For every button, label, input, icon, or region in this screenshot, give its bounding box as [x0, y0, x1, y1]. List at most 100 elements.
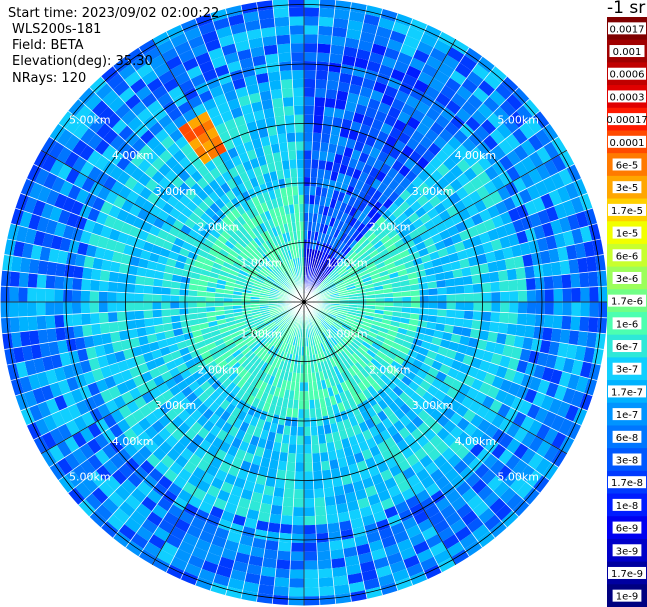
- ppi-cell: [276, 34, 291, 45]
- ppi-cell: [332, 218, 341, 229]
- ppi-cell: [319, 342, 326, 352]
- colorbar-tick-label: 1.7e-7: [611, 387, 643, 398]
- ppi-cell: [571, 359, 584, 376]
- ppi-cell: [338, 309, 348, 314]
- ppi-cell: [331, 35, 346, 47]
- ppi-cell: [356, 132, 368, 144]
- ppi-cell: [496, 259, 507, 272]
- ppi-cell: [483, 514, 502, 531]
- ppi-cell: [410, 307, 420, 315]
- ppi-cell: [143, 302, 153, 311]
- ppi-cell: [487, 331, 498, 343]
- ppi-cell: [399, 43, 417, 58]
- ppi-cell: [367, 265, 378, 273]
- ppi-cell: [264, 540, 279, 551]
- ppi-cell: [352, 112, 365, 124]
- ppi-cell: [371, 381, 382, 393]
- ppi-cell: [437, 247, 449, 258]
- ppi-cell: [497, 269, 509, 282]
- ppi-cell: [332, 260, 340, 269]
- colorbar-unit-label: -1 sr: [607, 0, 646, 18]
- ppi-cell: [323, 424, 332, 435]
- ppi-cell: [474, 391, 487, 405]
- ppi-cell: [318, 311, 327, 318]
- ppi-cell: [319, 289, 329, 295]
- ppi-cell: [99, 322, 111, 335]
- ppi-cell: [152, 302, 162, 310]
- ppi-cell: [433, 70, 450, 85]
- ppi-cell: [495, 365, 508, 379]
- ppi-cell: [328, 338, 336, 347]
- ppi-cell: [315, 281, 322, 289]
- ppi-cell: [273, 106, 285, 117]
- ppi-cell: [335, 240, 343, 250]
- ppi-cell: [338, 268, 348, 276]
- ppi-cell: [319, 252, 326, 262]
- ppi-cell: [483, 73, 502, 90]
- ppi-cell: [125, 302, 135, 312]
- ppi-cell: [486, 204, 500, 219]
- ppi-cell: [316, 260, 323, 270]
- ppi-cell: [483, 218, 496, 232]
- ppi-cell: [387, 412, 400, 425]
- ppi-cell: [517, 278, 527, 291]
- ppi-cell: [557, 342, 569, 358]
- range-ring-label: 3.00km: [155, 399, 197, 412]
- ppi-cell: [324, 97, 337, 109]
- ppi-cell: [489, 66, 508, 84]
- ppi-cell: [398, 391, 411, 403]
- ppi-cell: [543, 275, 554, 290]
- ppi-cell: [429, 121, 445, 136]
- ppi-cell: [312, 123, 323, 134]
- ppi-cell: [0, 270, 12, 287]
- ppi-cell: [464, 302, 474, 311]
- ppi-cell: [393, 119, 407, 132]
- ppi-cell: [456, 85, 473, 101]
- ppi-cell: [345, 357, 355, 367]
- ppi-cell: [328, 257, 336, 266]
- ppi-cell: [405, 495, 421, 509]
- ppi-cell: [482, 350, 494, 363]
- ppi-cell: [562, 357, 575, 374]
- ppi-cell: [520, 447, 537, 465]
- ppi-cell: [464, 540, 483, 557]
- ppi-cell: [318, 568, 333, 579]
- ppi-cell: [462, 408, 477, 423]
- colorbar-tick-label: 0.0003: [610, 92, 645, 103]
- ppi-cell: [313, 204, 320, 214]
- ppi-cell: [99, 312, 109, 324]
- ppi-cell: [401, 103, 416, 117]
- ppi-cell: [483, 180, 498, 195]
- ppi-cell: [489, 271, 500, 283]
- ppi-cell: [340, 212, 349, 223]
- ppi-cell: [449, 518, 467, 535]
- ppi-cell: [382, 186, 394, 198]
- ppi-cell: [480, 320, 491, 332]
- ppi-cell: [378, 346, 390, 356]
- ppi-cell: [437, 526, 455, 542]
- ppi-cell: [428, 77, 445, 93]
- ppi-cell: [324, 254, 331, 264]
- ppi-cell: [455, 481, 472, 497]
- ppi-cell: [348, 508, 362, 521]
- ppi-cell: [354, 245, 364, 255]
- ppi-cell: [357, 346, 367, 356]
- ppi-cell: [126, 274, 137, 285]
- ppi-cell: [334, 99, 347, 110]
- ppi-cell: [357, 497, 371, 509]
- ppi-cell: [412, 49, 430, 64]
- ppi-cell: [410, 295, 421, 302]
- ppi-cell: [383, 338, 394, 347]
- ppi-cell: [328, 62, 342, 73]
- ppi-cell: [502, 196, 516, 212]
- ppi-cell: [405, 223, 417, 234]
- ppi-cell: [334, 279, 344, 286]
- ppi-cell: [313, 345, 318, 355]
- ppi-cell: [548, 189, 563, 207]
- ppi-cell: [428, 288, 438, 296]
- ppi-cell: [481, 395, 495, 410]
- range-ring-label: 2.00km: [198, 221, 240, 234]
- ppi-cell: [413, 79, 429, 94]
- range-ring-label: 4.00km: [112, 435, 154, 448]
- ppi-cell: [586, 255, 597, 273]
